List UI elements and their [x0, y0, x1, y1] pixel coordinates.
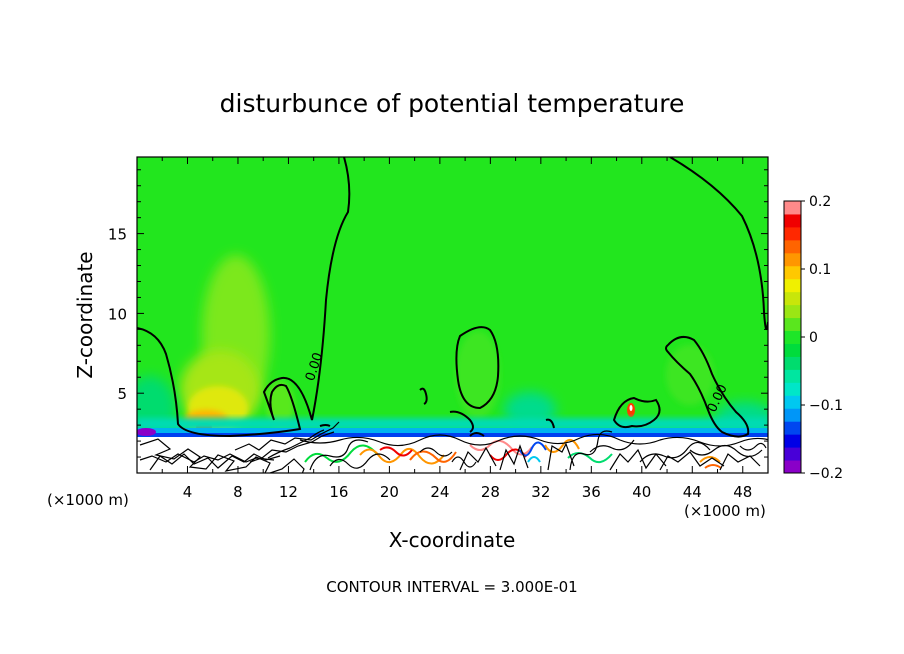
contour-right-blob — [665, 335, 750, 438]
colorbar-tick-label: 0 — [809, 330, 818, 346]
colorbar-swatch — [784, 330, 801, 344]
x-axis-label: X-coordinate — [389, 528, 516, 552]
contour-right-top — [669, 157, 768, 331]
contour-mid-3 — [419, 387, 428, 405]
cool-band-cyan — [137, 428, 768, 434]
y-axis-label: Z-coordinate — [73, 251, 97, 378]
x-tick-label: 48 — [733, 483, 752, 501]
x-tick-label: 40 — [632, 483, 651, 501]
surface-contours — [139, 421, 768, 473]
x-tick-label: 36 — [582, 483, 601, 501]
colorbar-swatch — [784, 369, 801, 383]
contour-mid-2 — [449, 410, 474, 433]
colorbar-swatch — [784, 460, 801, 474]
plot-area: 0.00 0.00 — [137, 157, 768, 473]
contour-center-blob — [455, 326, 500, 410]
contour-mid-5 — [545, 418, 555, 429]
colorbar-tick-label: 0.1 — [809, 262, 831, 278]
negative-layer — [137, 376, 768, 444]
zero-contours — [137, 157, 768, 438]
y-tick-label: 15 — [108, 226, 127, 244]
contour-left-big — [137, 157, 351, 438]
plot-frame — [136, 156, 769, 474]
contour-interval-note: CONTOUR INTERVAL = 3.000E-01 — [326, 578, 577, 596]
lobe-hot-spot-core — [629, 405, 633, 411]
x-tick-label: 20 — [380, 483, 399, 501]
contour-mid-6 — [469, 432, 485, 437]
cool-left-purple — [137, 428, 156, 436]
y-tick-label: 10 — [108, 305, 127, 323]
colorbar-swatch — [784, 278, 801, 293]
colorbar-swatch — [784, 226, 801, 241]
colorbar-swatch — [784, 343, 801, 357]
lobe-mid-green-2 — [456, 331, 500, 419]
colorbar-swatch — [784, 408, 801, 422]
colorbar — [784, 201, 801, 474]
colorbar-swatch — [784, 434, 801, 448]
colorbar-swatch — [784, 201, 801, 215]
x-unit-left: (×1000 m) — [47, 491, 129, 509]
colorbar-ticks: 0.2 0.1 0 −0.1 −0.2 — [801, 194, 843, 482]
x-tick-label: 32 — [531, 483, 550, 501]
colorbar-tick-label: −0.2 — [809, 466, 843, 482]
colorbar-swatch — [784, 291, 801, 306]
colorbar-swatch — [784, 252, 801, 267]
x-axis: 4 8 12 16 20 24 28 32 36 40 44 48 — [161, 157, 752, 501]
x-unit-right: (×1000 m) — [684, 502, 766, 520]
colorbar-swatch — [784, 304, 801, 319]
x-tick-label: 44 — [683, 483, 702, 501]
x-tick-label: 12 — [279, 483, 298, 501]
colorbar-swatch — [784, 265, 801, 280]
cool-band-teal — [137, 418, 768, 430]
contour-mid-1 — [612, 396, 661, 429]
y-tick-label: 5 — [117, 385, 127, 403]
colorbar-swatch — [784, 239, 801, 254]
x-tick-label: 8 — [233, 483, 243, 501]
colorbar-swatch — [784, 317, 801, 332]
colorbar-swatch — [784, 213, 801, 228]
colorbar-swatch — [784, 447, 801, 461]
cool-band-blue — [137, 433, 768, 437]
colorbar-swatch — [784, 382, 801, 396]
colorbar-swatch — [784, 395, 801, 409]
x-tick-label: 4 — [183, 483, 193, 501]
contour-mid-4 — [319, 424, 331, 427]
y-axis: 5 10 15 — [108, 169, 768, 458]
chart-title: disturbunce of potential temperature — [220, 89, 685, 118]
colorbar-tick-label: −0.1 — [809, 398, 843, 414]
x-tick-label: 16 — [329, 483, 348, 501]
x-tick-label: 24 — [430, 483, 449, 501]
x-tick-label: 28 — [481, 483, 500, 501]
colorbar-swatch — [784, 421, 801, 435]
colorbar-tick-label: 0.2 — [809, 194, 831, 210]
colorbar-swatch — [784, 356, 801, 370]
